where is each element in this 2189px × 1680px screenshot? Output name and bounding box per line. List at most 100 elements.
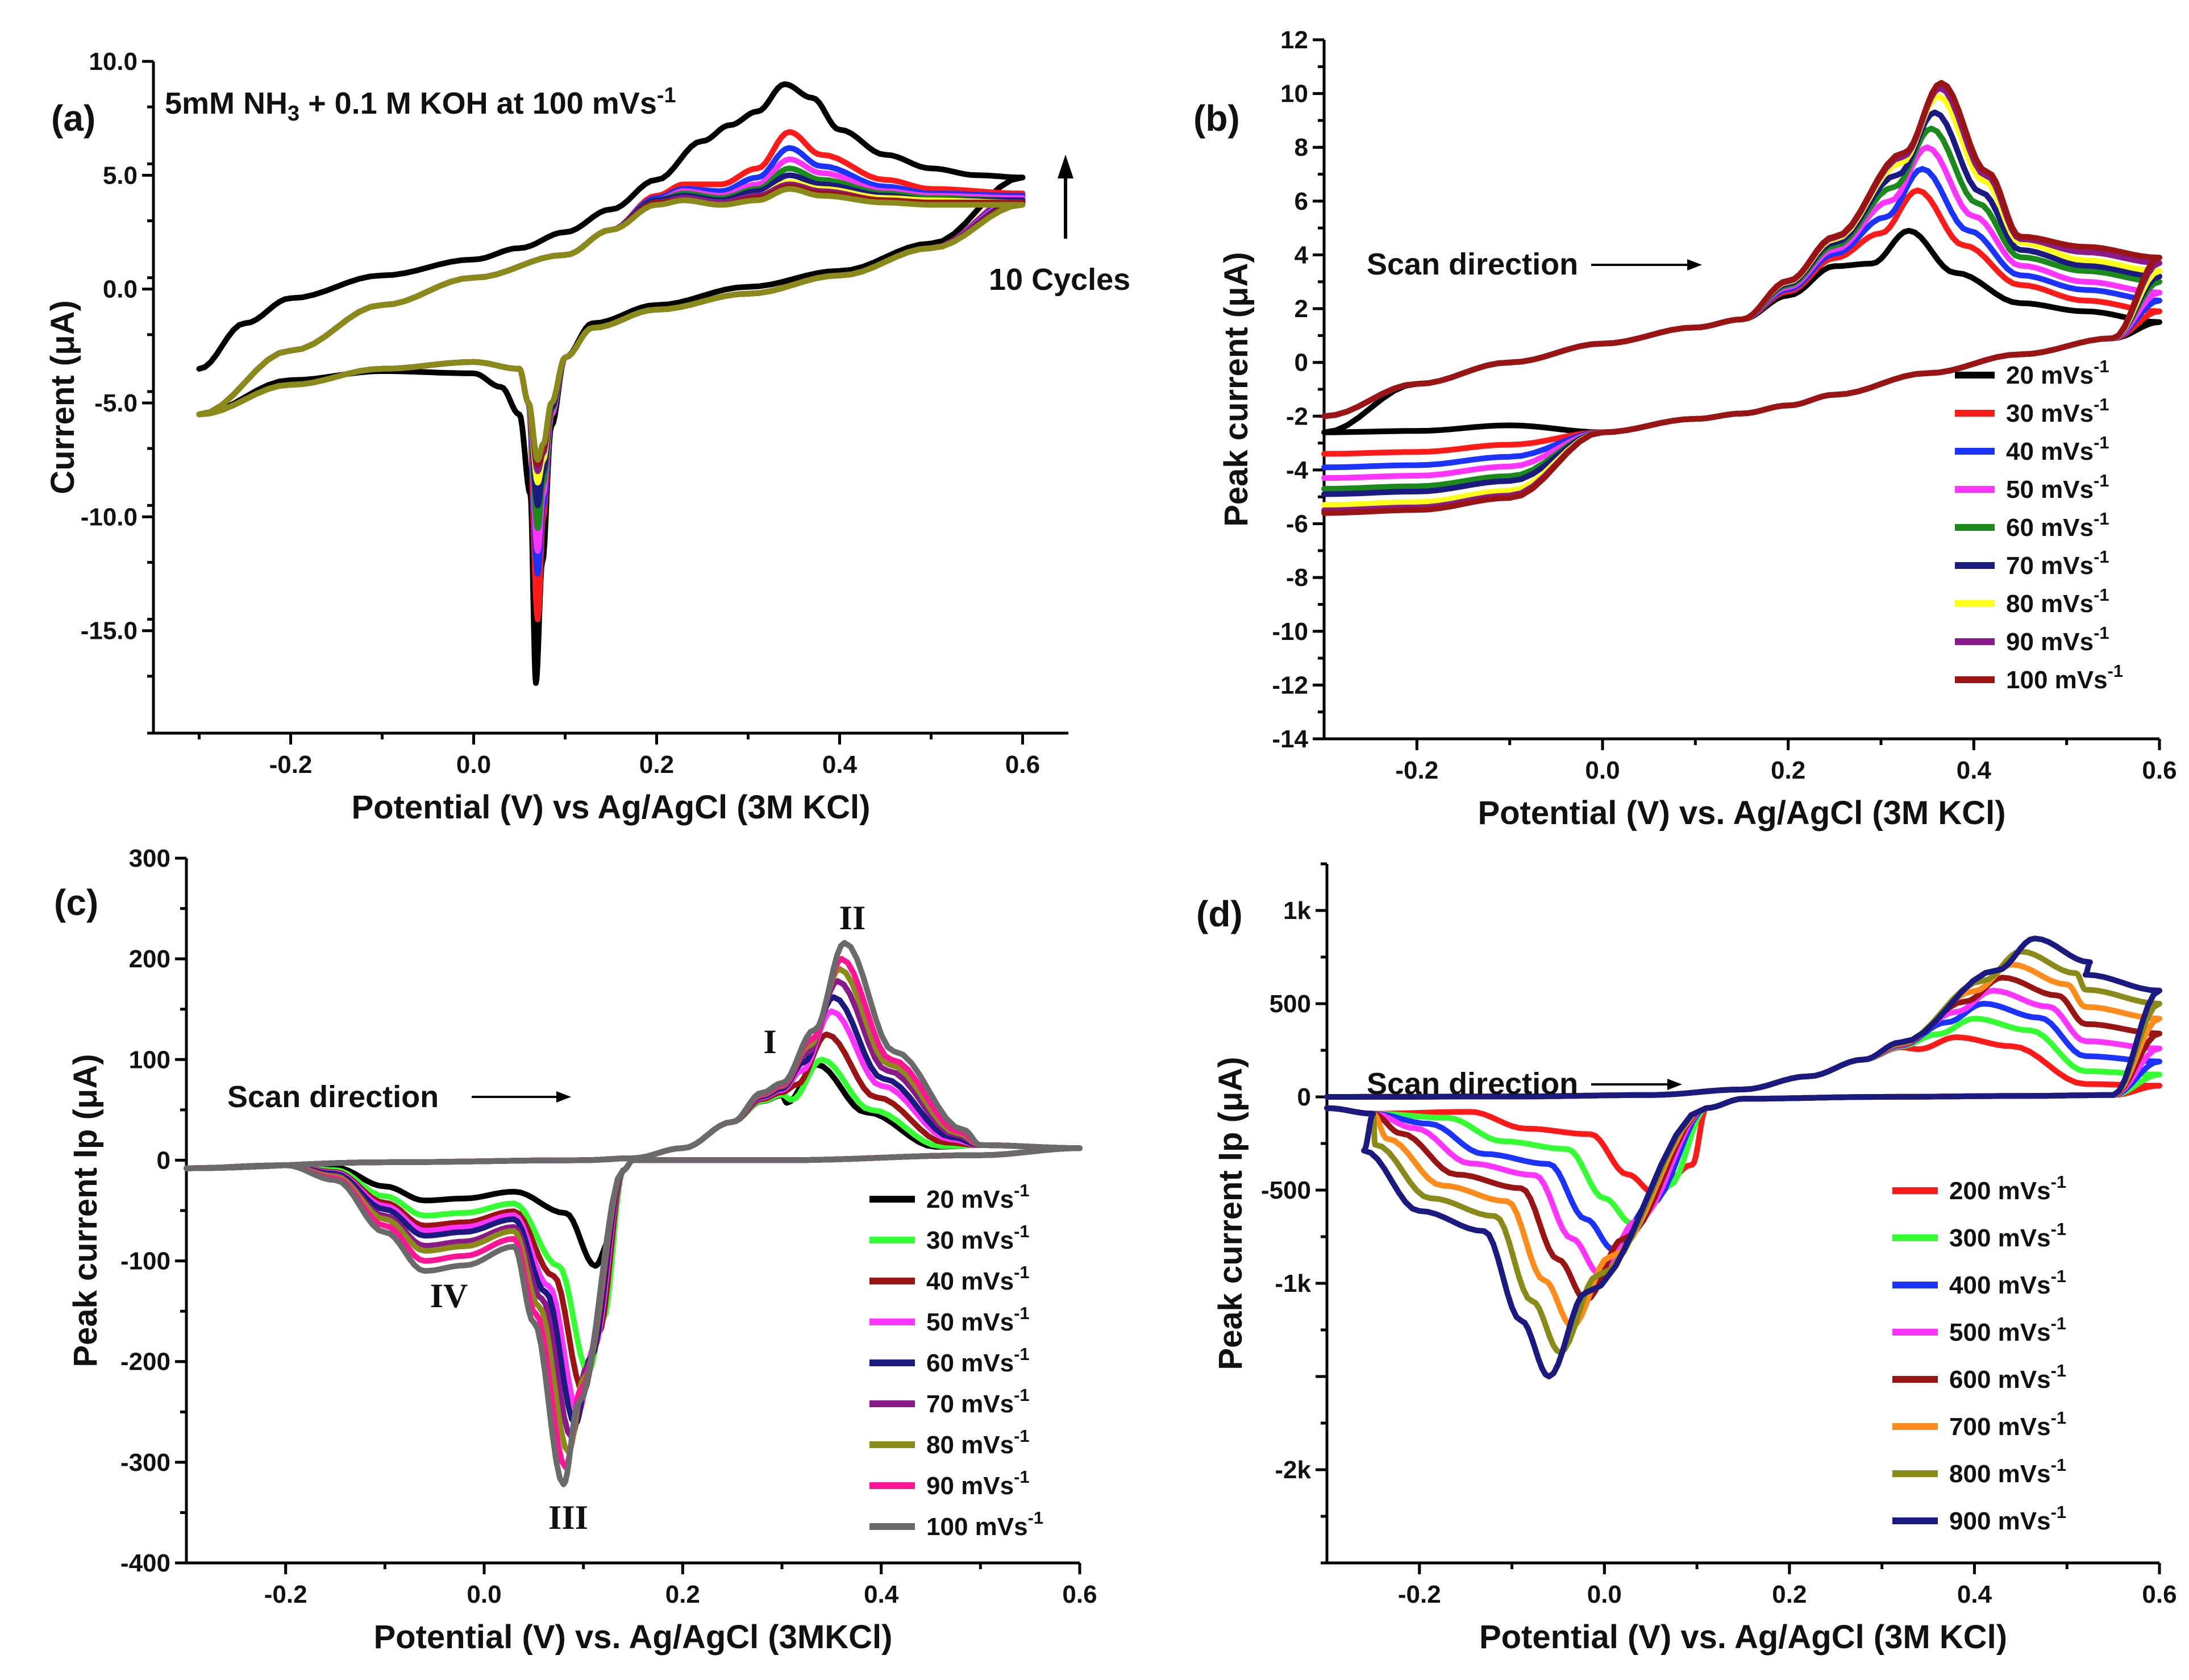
legend-label: 50 mVs-1​: [926, 1303, 1030, 1336]
y-tick-label: 12: [1280, 26, 1308, 54]
y-tick-label: -500: [1261, 1176, 1311, 1204]
cv-curve: [1324, 1001, 2162, 1253]
legend-label: 300 mVs-1​: [1949, 1219, 2066, 1252]
scan-arrow-head: [1687, 259, 1702, 271]
legend-label: 30 mVs-1​: [2006, 394, 2109, 427]
y-tick-label: -8: [1286, 564, 1308, 592]
legend-label: 700 mVs-1​: [1949, 1408, 2066, 1441]
y-tick-label: -14: [1272, 725, 1308, 753]
cv-curve: [196, 186, 1026, 463]
panel-a: -0.2 0.0 0.2 0.4 0.6 10.0 5.0 0.0 -5.0 -10.0 -15.0…: [44, 48, 1130, 826]
x-tick-label: 0.4: [1957, 756, 1992, 784]
y-tick-label: 100: [129, 1046, 170, 1074]
chart-title: 5mM NH3​ + 0.1 M KOH at 100 mVs-1​: [165, 84, 676, 126]
x-tick-label: 0.6: [2142, 756, 2176, 784]
y-tick-label: 1k: [1283, 897, 1311, 925]
scan-direction-label: Scan direction: [227, 1080, 439, 1114]
legend-label: 80 mVs-1​: [926, 1426, 1030, 1459]
legend-label: 60 mVs-1​: [2006, 509, 2109, 542]
peak-label-III: III: [548, 1499, 588, 1536]
legend-label: 100 mVs-1​: [2006, 661, 2123, 694]
y-tick-label: -300: [120, 1449, 170, 1477]
y-tick-label: -12: [1272, 671, 1308, 699]
x-tick-label: -0.2: [264, 1581, 307, 1608]
y-tick-label: 10.0: [89, 48, 138, 76]
y-axis-label: Peak current Ip (μA): [1212, 1057, 1249, 1370]
cv-curve: [184, 939, 1083, 1487]
x-tick-label: 0.0: [456, 751, 491, 779]
x-tick-label: 0.2: [1771, 756, 1805, 784]
y-axis-label: Peak current Ip (μA): [67, 1054, 104, 1367]
panel-b: -0.2 0.0 0.2 0.4 0.6 12 10 8 6 4 2 0 -2 -4 -6 -8 -10 -12 -…: [1193, 26, 2177, 831]
scan-direction-label: Scan direction: [1367, 1067, 1578, 1101]
y-tick-label: -10.0: [81, 503, 138, 531]
legend-label: 90 mVs-1​: [926, 1467, 1030, 1500]
y-tick-label: 8: [1295, 134, 1308, 161]
x-tick-label: 0.6: [2142, 1581, 2176, 1608]
panel-label: (b): [1193, 98, 1240, 139]
legend-label: 40 mVs-1​: [2006, 433, 2109, 465]
y-tick-label: 300: [129, 845, 170, 872]
y-tick-label: 0: [1295, 349, 1308, 377]
annotation-text: 10 Cycles: [989, 263, 1130, 297]
y-tick-label: 2: [1295, 295, 1308, 323]
x-tick-label: -0.2: [1395, 756, 1438, 784]
cv-curve: [196, 156, 1026, 554]
cv-curve: [196, 81, 1026, 686]
y-tick-label: 4: [1295, 241, 1309, 269]
cv-curve: [1321, 126, 2162, 492]
x-tick-label: -0.2: [269, 751, 313, 779]
y-tick-label: 6: [1295, 188, 1308, 215]
legend-label: 50 mVs-1​: [2006, 471, 2109, 504]
y-tick-label: 10: [1280, 80, 1308, 108]
y-tick-label: 5.0: [103, 161, 138, 189]
scan-arrow-head: [1667, 1079, 1682, 1090]
panel-label: (c): [54, 882, 98, 923]
y-tick-label: -4: [1286, 456, 1309, 484]
y-axis-label: Current (μA): [44, 300, 81, 494]
legend-label: 30 mVs-1​: [926, 1221, 1030, 1254]
y-tick-label: 0.0: [103, 276, 138, 303]
panel-d: -0.2 0.0 0.2 0.4 0.6 1k 500 0 -500 -1k -2k Potentia…: [1196, 862, 2177, 1656]
legend-label: 80 mVs-1​: [2006, 585, 2109, 618]
x-tick-label: 0.2: [1772, 1581, 1807, 1608]
scan-arrow-head: [556, 1091, 571, 1103]
legend-label: 500 mVs-1​: [1949, 1313, 2066, 1346]
x-tick-label: 0.4: [822, 751, 858, 779]
legend-label: 600 mVs-1​: [1949, 1361, 2066, 1394]
cv-curve: [1324, 935, 2162, 1379]
y-tick-label: -1k: [1275, 1270, 1311, 1298]
legend-label: 200 mVs-1​: [1949, 1172, 2066, 1205]
legend-label: 20 mVs-1​: [926, 1180, 1030, 1213]
panel-label: (d): [1196, 893, 1243, 934]
legend-label: 70 mVs-1​: [2006, 547, 2109, 580]
y-tick-label: 200: [129, 945, 170, 973]
y-tick-label: -15.0: [81, 617, 138, 645]
legend-label: 70 mVs-1​: [926, 1385, 1030, 1418]
y-tick-label: -5.0: [94, 389, 138, 417]
x-tick-label: -0.2: [1398, 1581, 1441, 1608]
cycles-arrow-head: [1058, 155, 1073, 178]
y-tick-label: 500: [1270, 990, 1311, 1018]
x-tick-label: 0.4: [1957, 1581, 1992, 1608]
cv-curve: [1321, 80, 2162, 516]
y-tick-label: -2k: [1275, 1456, 1311, 1484]
peak-label-II: II: [839, 899, 866, 937]
x-axis-label: Potential (V) vs Ag/AgCl (3M KCl): [352, 789, 871, 826]
cv-curve: [196, 165, 1026, 531]
legend-label: 90 mVs-1​: [2006, 623, 2109, 656]
x-tick-label: 0.4: [864, 1581, 899, 1608]
peak-label-IV: IV: [430, 1277, 468, 1315]
peak-label-I: I: [763, 1023, 776, 1061]
x-tick-label: 0.0: [467, 1581, 501, 1608]
y-tick-label: -100: [120, 1247, 170, 1275]
legend-label: 400 mVs-1​: [1949, 1266, 2066, 1299]
x-tick-label: 0.6: [1005, 751, 1040, 779]
panel-c: -0.2 0.0 0.2 0.4 0.6 300 200 100 0 -100 -200 -300 -4…: [54, 845, 1097, 1656]
x-axis-label: Potential (V) vs. Ag/AgCl (3M KCl): [1478, 795, 2005, 831]
x-axis-label: Potential (V) vs. Ag/AgCl (3M KCl): [1479, 1619, 2007, 1656]
x-axis-label: Potential (V) vs. Ag/AgCl (3MKCl): [374, 1619, 893, 1656]
legend-label: 100 mVs-1​: [926, 1508, 1043, 1541]
legend-label: 800 mVs-1​: [1949, 1455, 2066, 1488]
